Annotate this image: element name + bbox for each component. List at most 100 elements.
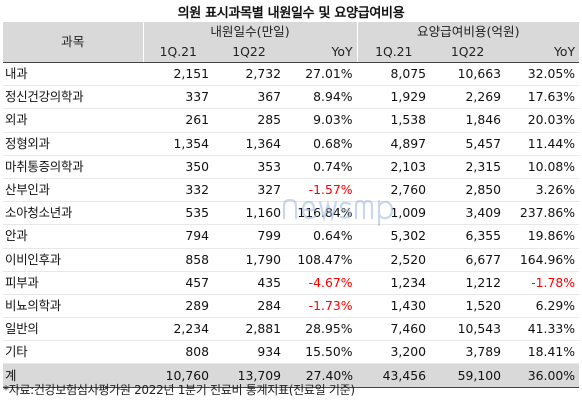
value-cell: 8.94% xyxy=(285,85,358,110)
value-cell: 2,760 xyxy=(356,178,431,203)
value-cell: 3.26% xyxy=(505,178,580,203)
table-row: 정신건강의학과 337 367 8.94% 1,929 2,269 17.63% xyxy=(3,85,580,110)
total-cell: 계 xyxy=(3,363,143,388)
value-cell: 858 xyxy=(143,248,213,272)
value-cell: 2,850 xyxy=(430,178,506,203)
table-row: 이비인후과 858 1,790 108.47% 2,520 6,677 164.96% xyxy=(3,248,580,272)
data-table: 과목 내원일수(만일) 요양급여비용(억원) 1Q.21 1Q22 YoY 1Q… xyxy=(3,22,580,388)
table-row: 내과 2,151 2,732 27.01% 8,075 10,663 32.05% xyxy=(3,62,580,87)
value-cell: -1.73% xyxy=(285,294,358,319)
value-cell: 1,929 xyxy=(356,85,431,110)
value-cell: 2,881 xyxy=(213,317,285,342)
table-body: 내과 2,151 2,732 27.01% 8,075 10,663 32.05% 정신건강의… xyxy=(3,62,580,365)
category-cell: 마취통증의학과 xyxy=(3,155,143,179)
value-cell: 457 xyxy=(143,271,213,295)
table-row: 마취통증의학과 350 353 0.74% 2,103 2,315 10.08% xyxy=(3,155,580,179)
header-sub: 1Q.21 xyxy=(142,42,213,63)
header-sub: YoY xyxy=(505,42,580,63)
value-cell: 535 xyxy=(143,201,213,226)
table-row: 안과 794 799 0.64% 5,302 6,355 19.86% xyxy=(3,224,580,249)
value-cell: 327 xyxy=(213,178,285,203)
value-cell: 2,732 xyxy=(213,62,285,87)
value-cell: 5,457 xyxy=(430,132,506,156)
value-cell: 1,212 xyxy=(430,271,506,295)
category-cell: 이비인후과 xyxy=(3,248,143,272)
value-cell: 1,364 xyxy=(213,132,285,156)
value-cell: 5,302 xyxy=(356,224,431,249)
value-cell: 1,520 xyxy=(430,294,506,319)
value-cell: 353 xyxy=(213,155,285,179)
value-cell: 1,354 xyxy=(143,132,213,156)
category-cell: 소아청소년과 xyxy=(3,201,143,226)
value-cell: 367 xyxy=(213,85,285,110)
value-cell: 799 xyxy=(213,224,285,249)
category-cell: 정신건강의학과 xyxy=(3,85,143,110)
value-cell: -1.57% xyxy=(285,178,358,203)
category-cell: 내과 xyxy=(3,62,143,87)
value-cell: 6,355 xyxy=(430,224,506,249)
header-sub: 1Q22 xyxy=(430,42,506,63)
value-cell: 337 xyxy=(143,85,213,110)
value-cell: 808 xyxy=(143,340,213,365)
value-cell: 0.74% xyxy=(285,155,358,179)
value-cell: 108.47% xyxy=(285,248,358,272)
value-cell: 32.05% xyxy=(505,62,580,87)
table-title: 의원 표시과목별 내원일수 및 요양급여비용 xyxy=(177,6,405,21)
value-cell: 2,315 xyxy=(430,155,506,179)
table-row: 정형외과 1,354 1,364 0.68% 4,897 5,457 11.44% xyxy=(3,132,580,156)
value-cell: 284 xyxy=(213,294,285,319)
value-cell: 934 xyxy=(213,340,285,365)
value-cell: 350 xyxy=(143,155,213,179)
value-cell: -1.78% xyxy=(505,271,580,295)
value-cell: 2,269 xyxy=(430,85,506,110)
value-cell: 6.29% xyxy=(505,294,580,319)
value-cell: 3,409 xyxy=(430,201,506,226)
value-cell: 28.95% xyxy=(285,317,358,342)
header-sub: YoY xyxy=(285,42,358,63)
category-cell: 산부인과 xyxy=(3,178,143,203)
value-cell: 17.63% xyxy=(505,85,580,110)
header-visit-days: 내원일수(만일) xyxy=(142,22,358,42)
source-footnote: *자료:건강보험심사평가원 2022년 1분기 진료비 통계지표(진료일 기준) xyxy=(3,383,355,397)
category-cell: 안과 xyxy=(3,224,143,249)
value-cell: 6,677 xyxy=(430,248,506,272)
total-cell: 27.40% xyxy=(285,363,358,388)
value-cell: 27.01% xyxy=(285,62,358,87)
value-cell: 1,009 xyxy=(356,201,431,226)
value-cell: 41.33% xyxy=(505,317,580,342)
value-cell: 19.86% xyxy=(505,224,580,249)
value-cell: 7,460 xyxy=(356,317,431,342)
category-cell: 비뇨의학과 xyxy=(3,294,143,319)
value-cell: 10,663 xyxy=(430,62,506,87)
value-cell: 20.03% xyxy=(505,108,580,133)
value-cell: 289 xyxy=(143,294,213,319)
total-row: 계 10,760 13,709 27.40% 43,456 59,100 36.… xyxy=(3,363,580,388)
value-cell: 261 xyxy=(143,108,213,133)
value-cell: 2,234 xyxy=(143,317,213,342)
category-cell: 일반의 xyxy=(3,317,143,342)
value-cell: 0.68% xyxy=(285,132,358,156)
value-cell: 15.50% xyxy=(285,340,358,365)
value-cell: 8,075 xyxy=(356,62,431,87)
value-cell: 3,789 xyxy=(430,340,506,365)
table-row: 산부인과 332 327 -1.57% 2,760 2,850 3.26% xyxy=(3,178,580,203)
category-cell: 기타 xyxy=(3,340,143,365)
value-cell: 1,538 xyxy=(356,108,431,133)
value-cell: 10.08% xyxy=(505,155,580,179)
header-sub: 1Q22 xyxy=(213,42,285,63)
total-cell: 36.00% xyxy=(505,363,580,388)
value-cell: 10,543 xyxy=(430,317,506,342)
total-cell: 43,456 xyxy=(357,363,431,388)
value-cell: 1,234 xyxy=(356,271,431,295)
category-cell: 피부과 xyxy=(3,271,143,295)
value-cell: 164.96% xyxy=(505,248,580,272)
table-row: 피부과 457 435 -4.67% 1,234 1,212 -1.78% xyxy=(3,271,580,295)
value-cell: 2,103 xyxy=(356,155,431,179)
value-cell: 0.64% xyxy=(285,224,358,249)
value-cell: 435 xyxy=(213,271,285,295)
value-cell: 3,200 xyxy=(356,340,431,365)
total-cell: 10,760 xyxy=(143,363,213,388)
value-cell: 794 xyxy=(143,224,213,249)
value-cell: -4.67% xyxy=(285,271,358,295)
category-cell: 정형외과 xyxy=(3,132,143,156)
